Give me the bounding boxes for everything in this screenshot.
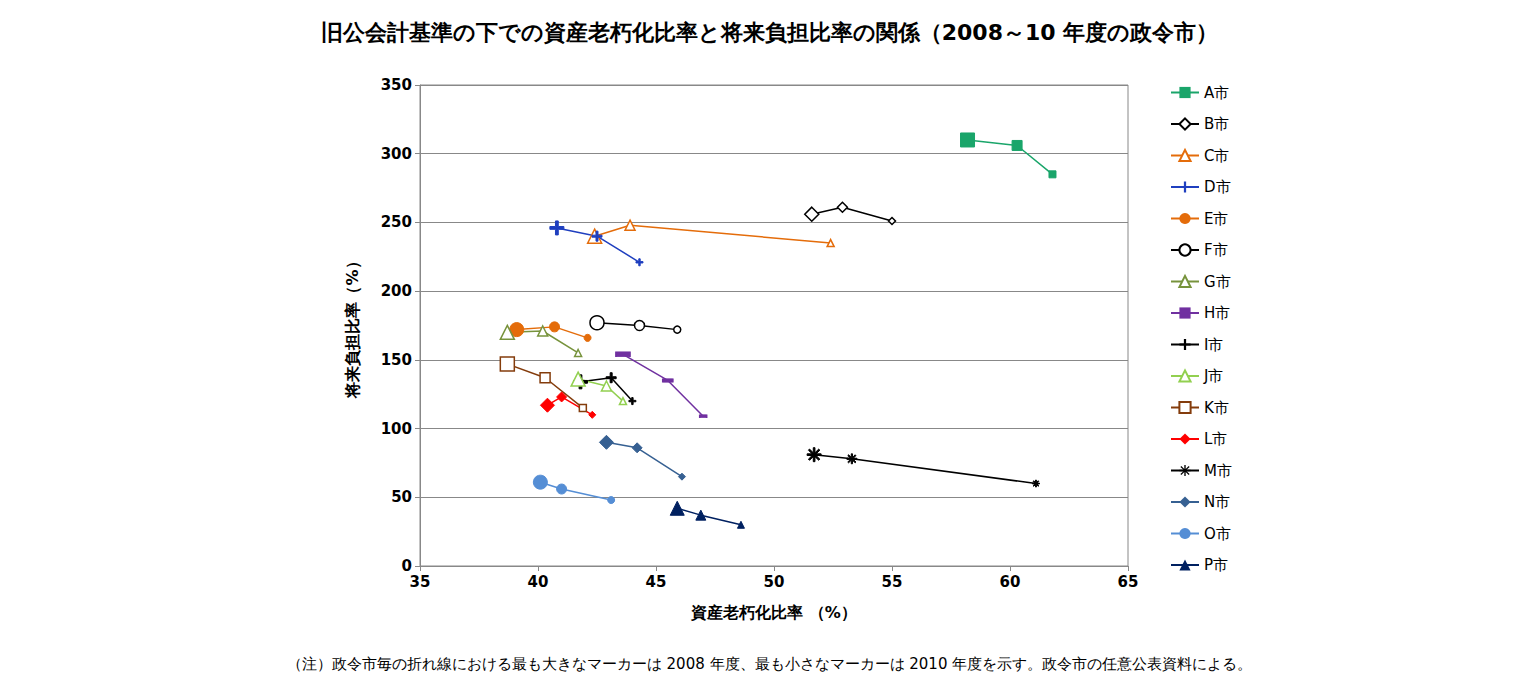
svg-text:300: 300 <box>381 145 412 163</box>
svg-text:旧公会計基準の下での資産老朽化比率と将来負担比率の関係（20: 旧公会計基準の下での資産老朽化比率と将来負担比率の関係（2008～10 年度の政… <box>321 20 1219 45</box>
svg-text:35: 35 <box>410 573 431 591</box>
svg-text:50: 50 <box>764 573 785 591</box>
svg-text:L市: L市 <box>1204 430 1227 448</box>
svg-text:250: 250 <box>381 213 412 231</box>
svg-text:0: 0 <box>401 557 412 575</box>
svg-text:C市: C市 <box>1204 147 1229 165</box>
svg-text:A市: A市 <box>1204 84 1229 102</box>
svg-text:45: 45 <box>646 573 667 591</box>
svg-text:M市: M市 <box>1204 462 1232 480</box>
svg-text:F市: F市 <box>1204 241 1228 259</box>
svg-text:200: 200 <box>381 282 412 300</box>
svg-text:65: 65 <box>1118 573 1139 591</box>
svg-text:N市: N市 <box>1204 493 1230 511</box>
svg-text:150: 150 <box>381 351 412 369</box>
svg-text:40: 40 <box>528 573 549 591</box>
svg-text:E市: E市 <box>1204 210 1228 228</box>
svg-text:K市: K市 <box>1204 399 1229 417</box>
svg-text:H市: H市 <box>1204 304 1230 322</box>
svg-text:I市: I市 <box>1204 336 1223 354</box>
svg-text:将来負担比率（%）: 将来負担比率（%） <box>343 253 362 398</box>
svg-text:O市: O市 <box>1204 525 1231 543</box>
svg-text:J市: J市 <box>1203 367 1223 385</box>
svg-text:B市: B市 <box>1204 115 1229 133</box>
svg-text:350: 350 <box>381 76 412 94</box>
svg-text:D市: D市 <box>1204 178 1231 196</box>
svg-text:50: 50 <box>391 488 412 506</box>
svg-text:55: 55 <box>882 573 903 591</box>
svg-text:100: 100 <box>381 420 412 438</box>
svg-text:資産老朽化比率 （%）: 資産老朽化比率 （%） <box>690 603 857 622</box>
svg-text:P市: P市 <box>1204 556 1228 574</box>
svg-text:60: 60 <box>1000 573 1021 591</box>
svg-text:（注）政令市毎の折れ線における最も大きなマーカーは 2008: （注）政令市毎の折れ線における最も大きなマーカーは 2008 年度、最も小さなマ… <box>287 655 1252 673</box>
svg-text:G市: G市 <box>1204 273 1231 291</box>
